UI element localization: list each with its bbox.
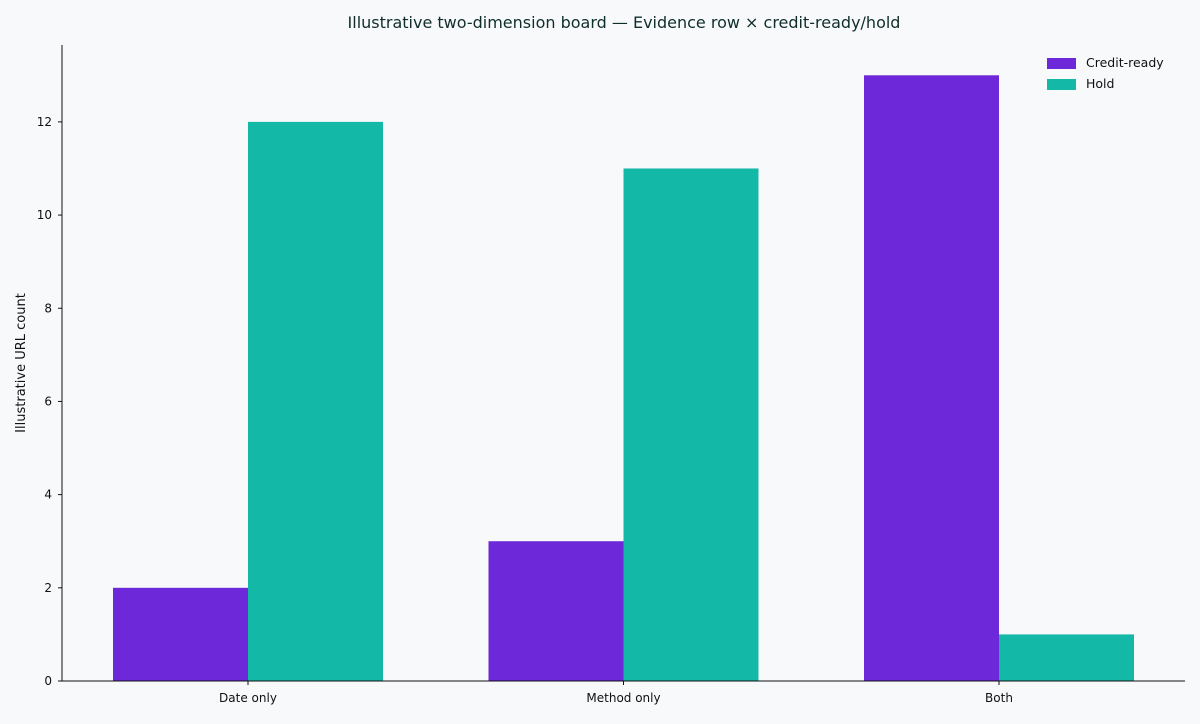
bar-credit-ready-both — [864, 75, 999, 682]
legend-swatch — [1047, 79, 1076, 90]
legend-label: Hold — [1086, 76, 1114, 91]
bar-credit-ready-date-only — [113, 587, 248, 681]
y-tick-label: 10 — [37, 208, 52, 222]
x-tick-label: Date only — [219, 691, 277, 705]
axes-layer: 0 2 4 6 8 10 12 Date only Method only Both — [37, 45, 1185, 705]
bars-layer — [113, 75, 1134, 682]
legend-label: Credit-ready — [1086, 55, 1164, 70]
y-tick-label: 12 — [37, 115, 52, 129]
legend: Credit-ready Hold — [1047, 55, 1164, 91]
y-axis-label: Illustrative URL count — [14, 293, 29, 433]
y-tick-label: 6 — [44, 394, 52, 408]
legend-swatch — [1047, 58, 1076, 69]
y-tick-label: 0 — [44, 674, 52, 688]
x-tick-label: Both — [985, 691, 1013, 705]
chart-title: Illustrative two-dimension board — Evide… — [348, 13, 901, 32]
bar-credit-ready-method-only — [488, 541, 624, 681]
y-tick-label: 4 — [44, 488, 52, 502]
bar-hold-method-only — [623, 168, 759, 681]
bar-hold-date-only — [248, 121, 383, 681]
y-tick-label: 2 — [44, 581, 52, 595]
bar-hold-both — [999, 634, 1134, 681]
x-tick-label: Method only — [586, 691, 660, 705]
y-tick-label: 8 — [44, 301, 52, 315]
